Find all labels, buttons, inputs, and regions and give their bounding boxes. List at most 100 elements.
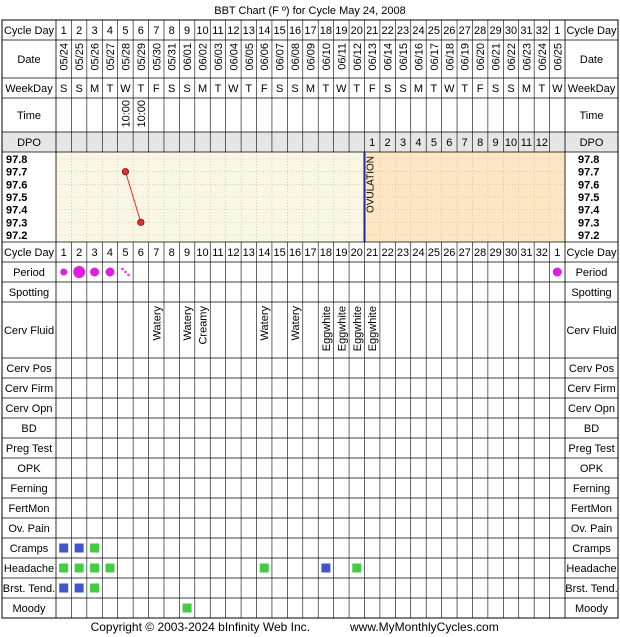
weekday-cell: M [522, 83, 531, 95]
weekday-cell: S [384, 83, 391, 95]
cerv-fluid-cell: Watery [182, 306, 194, 341]
date-cell: 05/31 [167, 43, 179, 71]
dpo-cell: 7 [462, 137, 468, 149]
dpo-cell: 4 [415, 137, 421, 149]
chart-marks: OVULATION [59, 152, 562, 613]
row-label-right-period: Period [576, 267, 608, 279]
date-cell: 06/14 [383, 43, 395, 71]
dpo-cell: 3 [400, 137, 406, 149]
date-cell: 05/30 [151, 43, 163, 71]
cycle-day-cell: 10 [196, 25, 208, 37]
cycle-day-cell: 1 [61, 247, 67, 259]
cycle-day-cell: 26 [443, 25, 455, 37]
temp-tick-label-left: 97.3 [6, 217, 27, 229]
cycle-day-cell: 25 [428, 247, 440, 259]
row-label-left-brst_tend: Brst. Tend. [3, 583, 55, 595]
cycle-day-cell: 15 [274, 25, 286, 37]
temp-tick-label-left: 97.8 [6, 154, 27, 166]
cycle-day-cell: 21 [366, 247, 378, 259]
temp-tick-label-right: 97.8 [578, 154, 599, 166]
cycle-day-cell: 8 [169, 25, 175, 37]
date-cell: 06/24 [537, 43, 549, 71]
row-label-left-ov_pain: Ov. Pain [8, 523, 49, 535]
cycle-day-cell: 14 [258, 247, 270, 259]
weekday-cell: T [245, 83, 252, 95]
row-label-right-cramps: Cramps [572, 543, 611, 555]
weekday-cell: M [90, 83, 99, 95]
site-link[interactable]: www.MyMonthlyCycles.com [349, 620, 499, 634]
row-label-right-headache: Headache [566, 563, 616, 575]
weekday-cell: F [153, 83, 160, 95]
cycle-day-cell: 27 [459, 25, 471, 37]
row-label-left-bd: BD [21, 423, 36, 435]
cycle-day-cell: 31 [520, 25, 532, 37]
temp-tick-label-right: 97.4 [578, 205, 600, 217]
cerv-fluid-cell: Eggwhite [336, 306, 348, 351]
cycle-day-cell: 1 [61, 25, 67, 37]
weekday-cell: S [168, 83, 175, 95]
weekday-cell: M [306, 83, 315, 95]
date-cell: 06/12 [352, 43, 364, 71]
row-label-left-weekday: WeekDay [5, 83, 53, 95]
row-label-right-cerv_fluid: Cerv Fluid [566, 325, 616, 337]
symptom-marker-headache [352, 563, 362, 573]
cycle-day-cell: 29 [489, 247, 501, 259]
cycle-day-cell: 20 [351, 25, 363, 37]
cerv-fluid-cell: Creamy [198, 306, 210, 345]
date-cell: 06/11 [336, 43, 348, 70]
row-label-left-opk: OPK [17, 463, 41, 475]
symptom-marker-cramps [74, 543, 84, 553]
row-label-right-dpo: DPO [580, 137, 604, 149]
date-cell: 06/09 [306, 43, 318, 71]
date-cell: 06/02 [198, 43, 210, 71]
symptom-marker-cramps [59, 543, 69, 553]
period-spotting-dot [121, 267, 124, 271]
dpo-cell: 6 [446, 137, 452, 149]
temp-tick-label-left: 97.4 [6, 205, 28, 217]
cerv-fluid-cell: Watery [290, 306, 302, 341]
row-label-right-bd: BD [584, 423, 599, 435]
row-label-right-spotting: Spotting [571, 287, 611, 299]
dpo-cell: 5 [431, 137, 437, 149]
weekday-cell: F [369, 83, 376, 95]
temperature-line-segment [124, 171, 142, 223]
cycle-day-cell: 16 [289, 247, 301, 259]
cycle-day-cell: 2 [76, 25, 82, 37]
cycle-day-cell: 14 [258, 25, 270, 37]
cell-values: 1 2 3 4 5 6 7 8 9 10 11 12 13 14 15 16 17 18 19 20 21 22 23 24 2… [59, 25, 565, 351]
cycle-day-cell: 31 [520, 247, 532, 259]
row-label-left-spotting: Spotting [9, 287, 49, 299]
symptom-marker-headache [74, 563, 84, 573]
weekday-cell: M [414, 83, 423, 95]
cycle-day-cell: 13 [243, 25, 255, 37]
weekday-cell: F [477, 83, 484, 95]
cycle-day-cell: 30 [505, 247, 517, 259]
date-cell: 06/05 [244, 43, 256, 71]
symptom-marker-brst_tend [74, 583, 84, 593]
temp-tick-label-right: 97.5 [578, 192, 599, 204]
temp-tick-label-right: 97.2 [578, 230, 599, 242]
weekday-cell: W [444, 83, 455, 95]
weekday-cell: F [261, 83, 268, 95]
date-cell: 06/20 [475, 43, 487, 71]
date-cell: 05/28 [120, 43, 132, 71]
row-label-right-brst_tend: Brst. Tend. [565, 583, 617, 595]
cycle-day-cell: 6 [138, 25, 144, 37]
cycle-day-cell: 24 [412, 247, 424, 259]
date-cell: 06/16 [413, 43, 425, 71]
row-label-left-cycle_day: Cycle Day [4, 247, 55, 259]
cycle-day-cell: 1 [554, 25, 560, 37]
weekday-cell: S [291, 83, 298, 95]
date-cell: 06/01 [182, 43, 194, 71]
cycle-day-cell: 15 [274, 247, 286, 259]
row-label-right-preg_test: Preg Test [568, 443, 614, 455]
cycle-day-cell: 20 [351, 247, 363, 259]
weekday-cell: S [75, 83, 82, 95]
date-cell: 05/29 [136, 43, 148, 71]
temp-tick-label-right: 97.3 [578, 217, 599, 229]
cycle-day-cell: 4 [107, 247, 113, 259]
cycle-day-cell: 10 [196, 247, 208, 259]
cycle-day-cell: 19 [335, 247, 347, 259]
